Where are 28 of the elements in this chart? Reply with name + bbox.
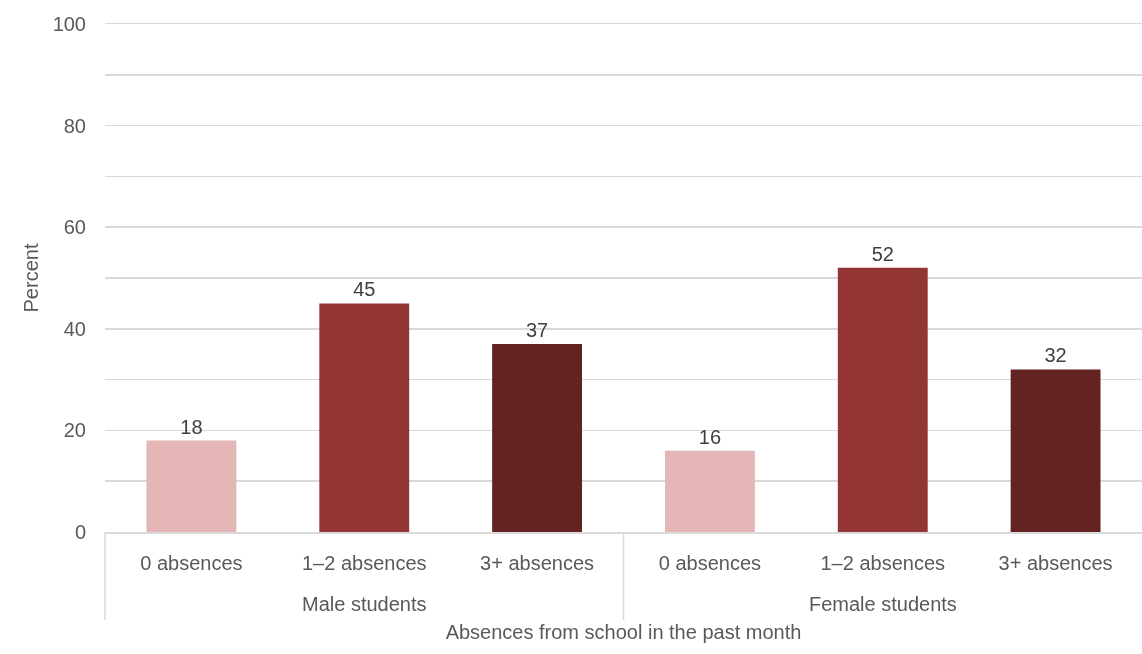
bar — [319, 303, 410, 532]
bar — [146, 440, 237, 532]
x-tick-label: 3+ absences — [480, 551, 595, 574]
y-axis-title: Percent — [20, 243, 43, 313]
text: Male students — [302, 593, 427, 615]
bar — [492, 344, 583, 532]
y-tick-label: 20 — [63, 419, 86, 442]
data-label: 32 — [1044, 344, 1067, 367]
text: Female students — [809, 593, 957, 615]
data-label: 52 — [871, 242, 894, 265]
y-tick-label: 100 — [52, 13, 86, 35]
y-tick-label: 40 — [63, 317, 86, 340]
x-tick-label: 0 absences — [140, 551, 243, 574]
bar — [1010, 369, 1101, 532]
x-tick-label: 1–2 absences — [301, 551, 427, 574]
bar — [837, 267, 928, 532]
data-label: 18 — [180, 415, 203, 438]
x-tick-label: 1–2 absences — [820, 551, 946, 574]
x-tick-label: 0 absences — [658, 551, 762, 574]
x-tick-label: 3+ absences — [998, 551, 1113, 574]
y-tick-label: 60 — [63, 216, 86, 239]
y-tick-label: 80 — [63, 114, 86, 137]
data-label: 16 — [698, 425, 722, 448]
x-axis-title: Absences from school in the past month — [445, 620, 802, 643]
data-label: 45 — [353, 278, 376, 301]
y-tick-label: 0 — [74, 521, 86, 543]
data-label: 37 — [525, 319, 549, 342]
bar — [664, 450, 755, 532]
